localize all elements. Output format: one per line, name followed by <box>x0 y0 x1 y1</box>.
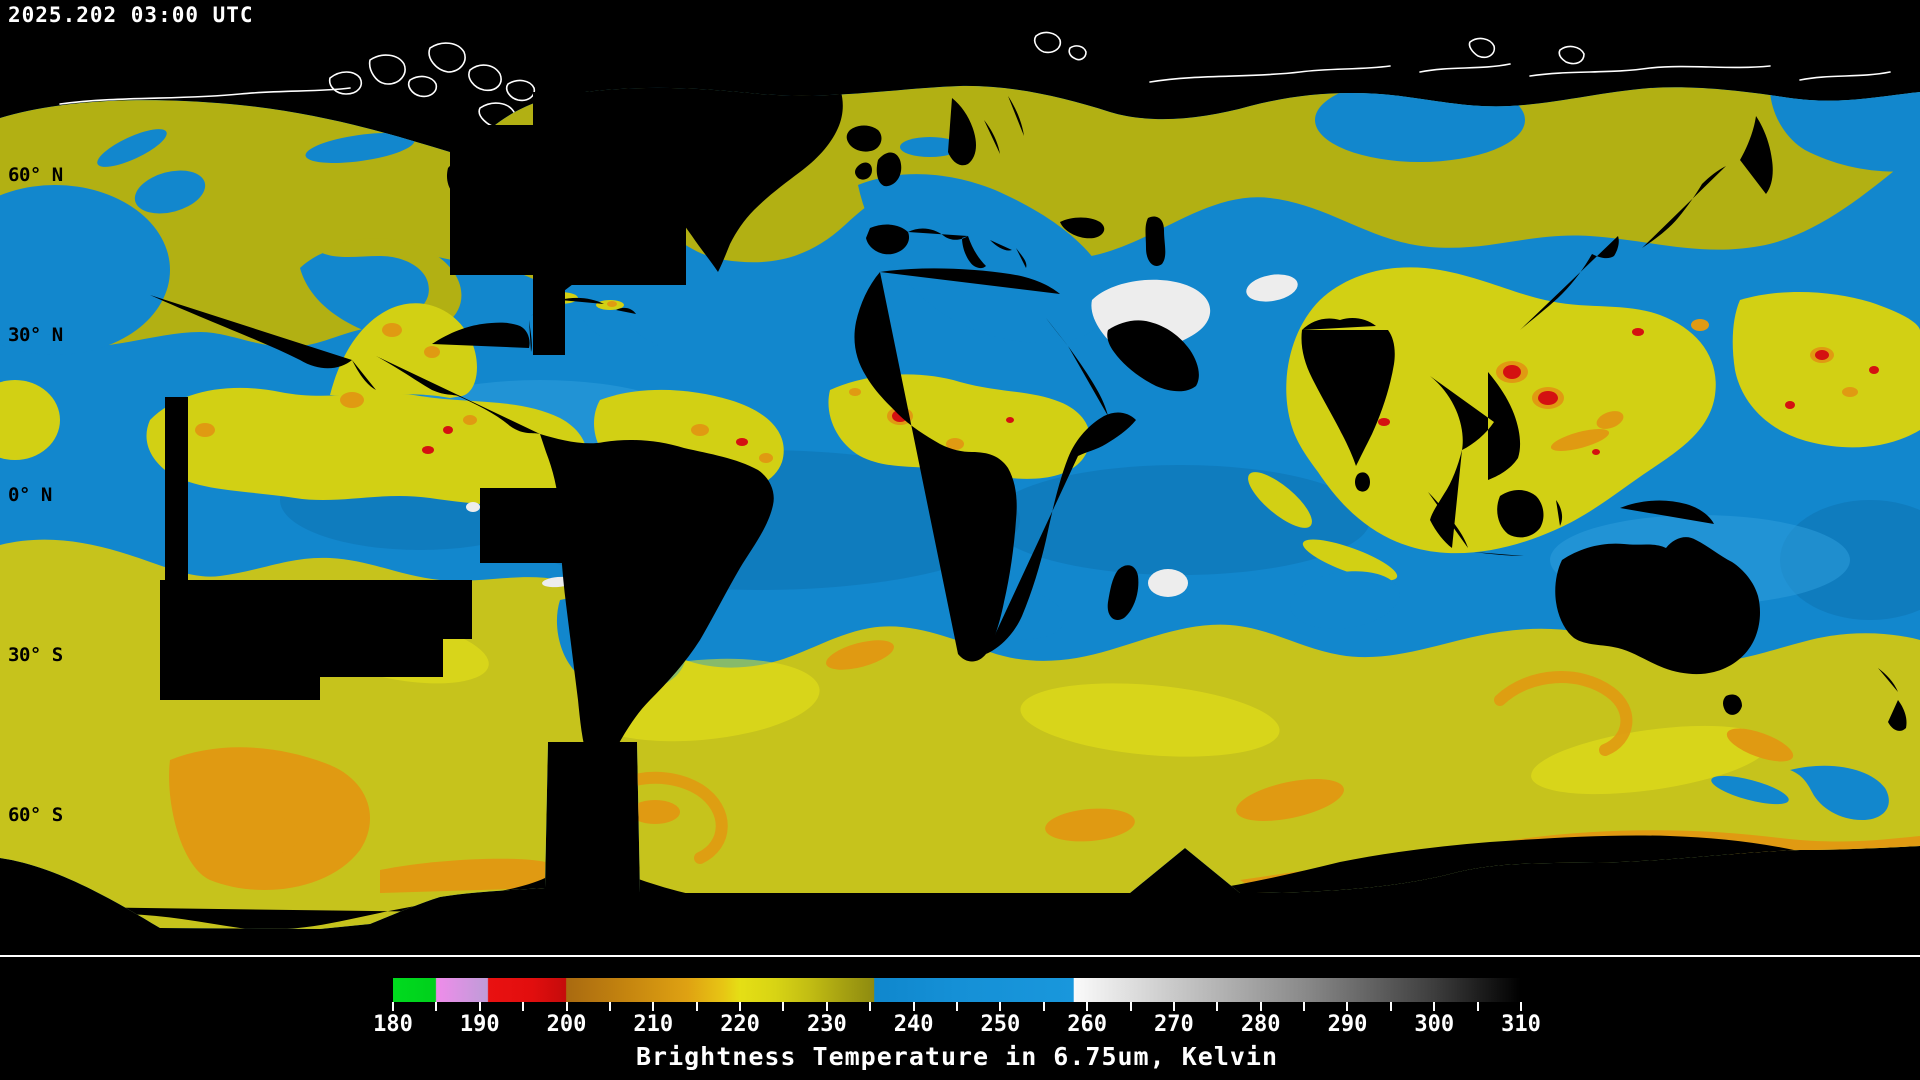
colorbar-tick <box>392 1002 394 1011</box>
colorbar-tick <box>1086 1002 1089 1011</box>
colorbar-tick-label: 300 <box>1414 1012 1455 1037</box>
colorbar-tick-label: 310 <box>1501 1012 1541 1037</box>
satellite-coverage <box>0 85 1920 929</box>
colorbar-tick <box>999 1002 1002 1011</box>
lat-label-30n: 30° N <box>8 324 63 346</box>
brightness-temperature-colorbar <box>393 978 1521 1002</box>
colorbar-tick-label: 290 <box>1327 1012 1368 1037</box>
arctic-coastlines <box>59 31 1891 130</box>
colorbar-tick <box>608 1002 611 1011</box>
colorbar-ticks <box>392 1002 1522 1012</box>
colorbar-tick <box>1216 1002 1219 1011</box>
colorbar-tick <box>782 1002 785 1011</box>
colorbar-tick-label: 270 <box>1154 1012 1194 1037</box>
colorbar-tick-label: 190 <box>459 1012 500 1037</box>
colorbar-tick-label: 260 <box>1067 1012 1108 1037</box>
colorbar-tick-label: 210 <box>633 1012 674 1037</box>
lat-label-0n: 0° N <box>8 484 52 506</box>
colorbar-tick <box>739 1002 742 1011</box>
colorbar-tick-label: 280 <box>1240 1012 1281 1037</box>
colorbar-tick-labels: 180 190 200 210 220 230 240 250 260 270 280 290 300 3… <box>373 1012 1541 1038</box>
lat-label-60n: 60° N <box>8 164 63 186</box>
satellite-water-vapor-map <box>0 0 1920 958</box>
colorbar-tick <box>825 1002 828 1011</box>
colorbar-tick <box>652 1002 655 1011</box>
colorbar-caption: Brightness Temperature in 6.75um, Kelvin <box>635 1042 1279 1071</box>
colorbar-tick <box>1129 1002 1132 1011</box>
colorbar-tick <box>956 1002 958 1011</box>
colorbar-tick <box>1259 1002 1262 1011</box>
colorbar-tick <box>1346 1002 1349 1011</box>
east-pacific-itcz <box>146 387 587 505</box>
colorbar-tick <box>1389 1002 1392 1011</box>
colorbar-tick-label: 200 <box>546 1012 587 1037</box>
colorbar-tick-label: 250 <box>980 1012 1021 1037</box>
colorbar-tick-label: 220 <box>720 1012 760 1037</box>
colorbar-tick <box>912 1002 915 1011</box>
colorbar-tick <box>1172 1002 1175 1011</box>
timestamp-label: 2025.202 03:00 UTC <box>8 3 254 27</box>
colorbar-tick-label: 180 <box>373 1012 413 1037</box>
colorbar-tick <box>1433 1002 1436 1011</box>
colorbar-tick <box>869 1002 872 1011</box>
colorbar-tick <box>565 1002 568 1011</box>
colorbar-tick <box>695 1002 698 1011</box>
colorbar-tick <box>478 1002 481 1011</box>
lat-label-60s: 60° S <box>8 804 63 826</box>
colorbar-tick <box>435 1002 438 1011</box>
colorbar-tick <box>1520 1002 1522 1011</box>
colorbar-tick-label: 240 <box>893 1012 934 1037</box>
colorbar-tick-label: 230 <box>806 1012 847 1037</box>
lat-label-30s: 30° S <box>8 644 63 666</box>
colorbar-tick <box>1476 1002 1479 1011</box>
colorbar-tick <box>522 1002 525 1011</box>
colorbar-tick <box>1303 1002 1306 1011</box>
map-canvas <box>0 0 1920 958</box>
colorbar-tick <box>1042 1002 1045 1011</box>
